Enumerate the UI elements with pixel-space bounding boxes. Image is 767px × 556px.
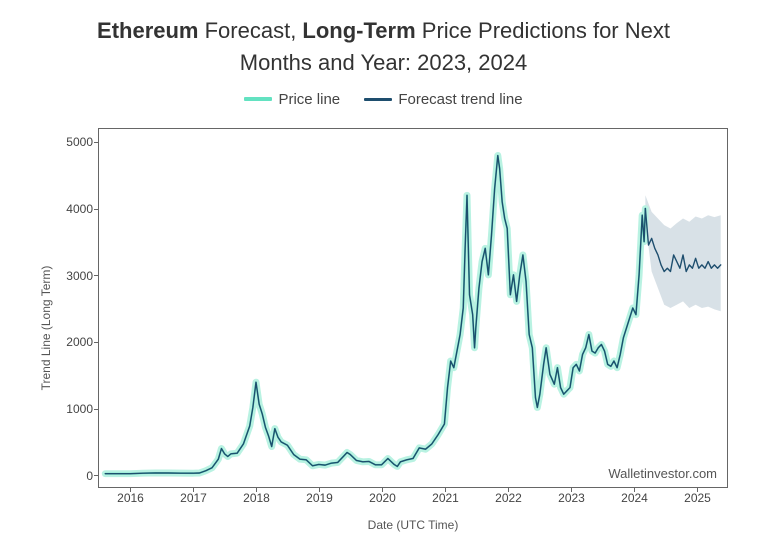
ytick-label: 0 [53, 469, 93, 483]
title-bold-2: Long-Term [302, 18, 415, 43]
ytick-label: 1000 [53, 402, 93, 416]
xtick-label: 2024 [621, 491, 648, 505]
xtick-label: 2020 [369, 491, 396, 505]
ytick-mark [94, 142, 99, 143]
title-text-1: Forecast, [199, 18, 303, 43]
legend-swatch-price [244, 97, 272, 101]
ytick-label: 2000 [53, 335, 93, 349]
chart-area: Trend Line (Long Term) Walletinvestor.co… [40, 128, 740, 528]
series-svg [99, 129, 727, 487]
xtick-label: 2021 [432, 491, 459, 505]
ytick-mark [94, 275, 99, 276]
legend-item-forecast: Forecast trend line [364, 91, 522, 108]
plot-area: Walletinvestor.com 010002000300040005000… [98, 128, 728, 488]
xtick-label: 2019 [306, 491, 333, 505]
ytick-mark [94, 475, 99, 476]
ytick-mark [94, 342, 99, 343]
chart-title: Ethereum Forecast, Long-Term Price Predi… [0, 0, 767, 76]
title-text-2: Price Predictions for Next [416, 18, 670, 43]
legend-label-forecast: Forecast trend line [398, 91, 522, 108]
watermark: Walletinvestor.com [608, 466, 717, 481]
y-axis-label: Trend Line (Long Term) [39, 266, 53, 391]
xtick-label: 2018 [243, 491, 270, 505]
ytick-mark [94, 209, 99, 210]
xtick-label: 2025 [684, 491, 711, 505]
ytick-label: 3000 [53, 269, 93, 283]
chart-container: Ethereum Forecast, Long-Term Price Predi… [0, 0, 767, 556]
x-axis-label: Date (UTC Time) [368, 518, 459, 532]
ytick-label: 4000 [53, 202, 93, 216]
xtick-label: 2016 [117, 491, 144, 505]
legend-swatch-forecast [364, 98, 392, 101]
title-line-1: Ethereum Forecast, Long-Term Price Predi… [0, 18, 767, 44]
legend-label-price: Price line [278, 91, 340, 108]
xtick-label: 2022 [495, 491, 522, 505]
title-line-2: Months and Year: 2023, 2024 [0, 50, 767, 76]
xtick-label: 2017 [180, 491, 207, 505]
ytick-mark [94, 409, 99, 410]
chart-legend: Price line Forecast trend line [0, 88, 767, 108]
ytick-label: 5000 [53, 135, 93, 149]
title-bold-1: Ethereum [97, 18, 198, 43]
legend-item-price: Price line [244, 91, 340, 108]
xtick-label: 2023 [558, 491, 585, 505]
